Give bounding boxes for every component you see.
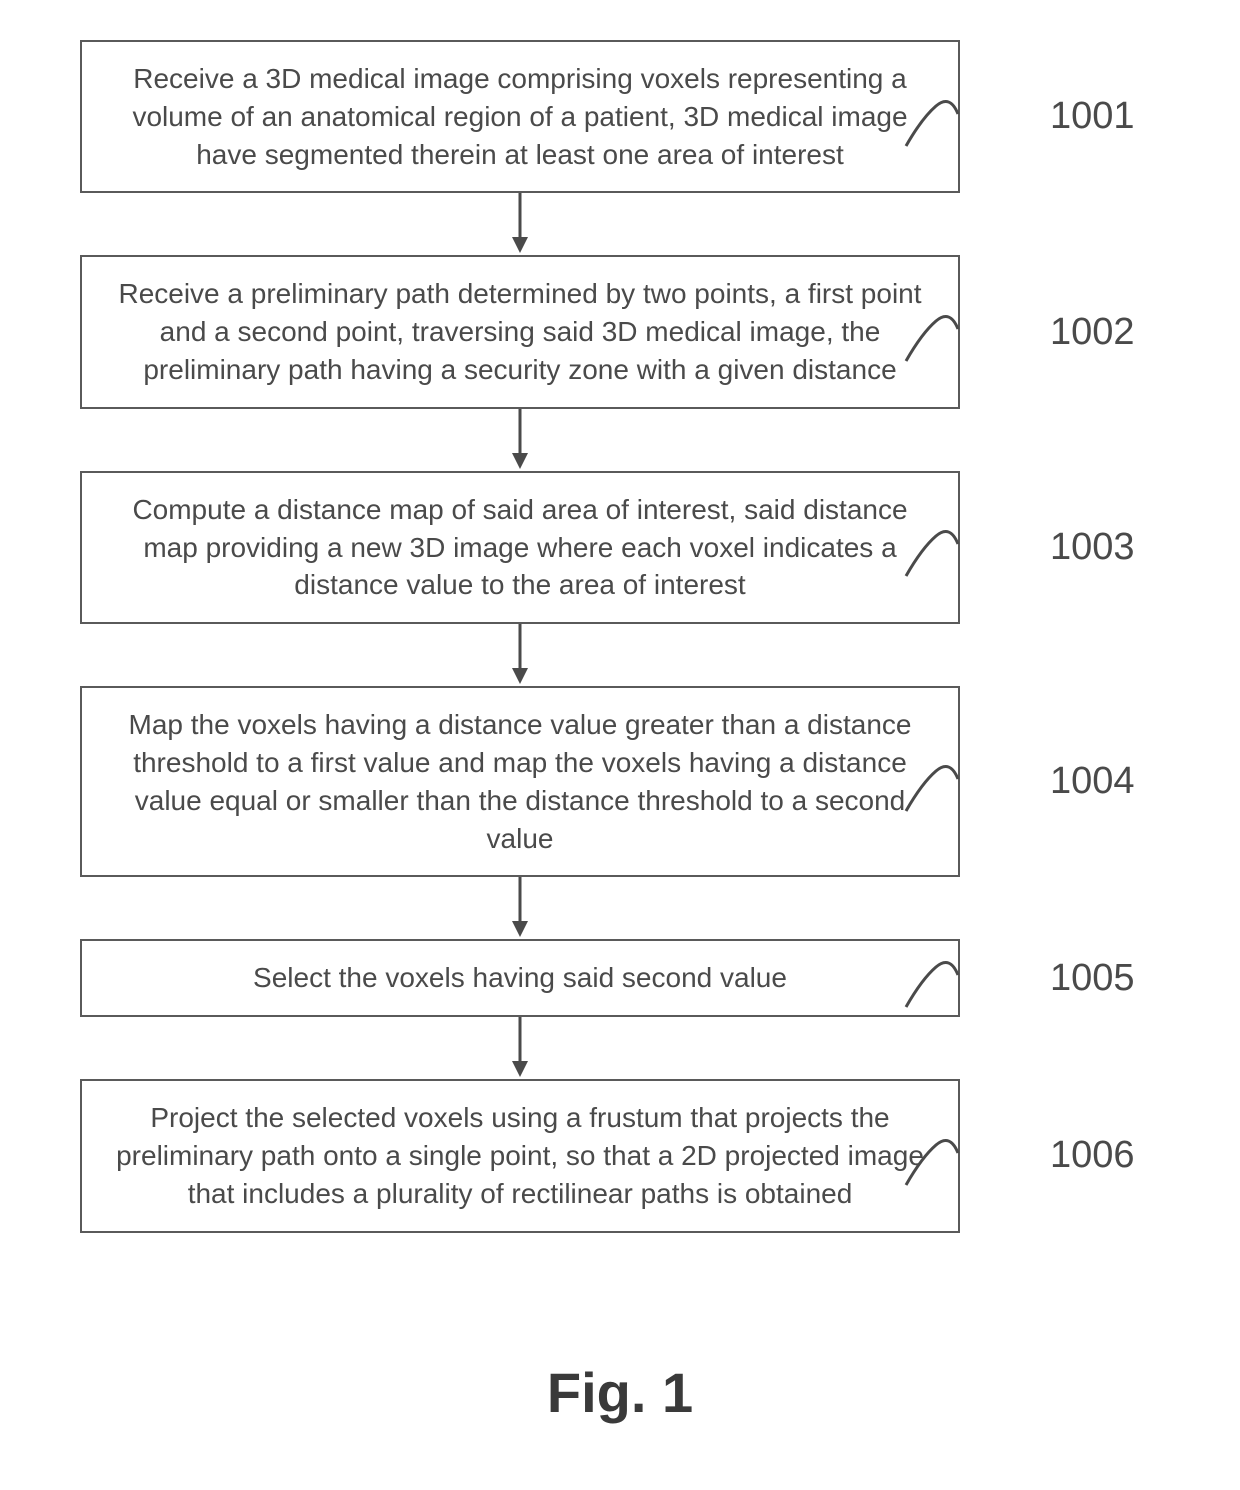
connector-curve-icon xyxy=(902,514,962,580)
step-box-1001: Receive a 3D medical image comprising vo… xyxy=(80,40,960,193)
arrow-connector xyxy=(80,877,960,939)
step-label: 1005 xyxy=(1050,957,1135,1000)
connector-curve-icon xyxy=(902,945,962,1011)
arrow-connector xyxy=(80,1017,960,1079)
arrow-connector xyxy=(80,193,960,255)
step-row: Receive a preliminary path determined by… xyxy=(80,255,1160,408)
step-row: Project the selected voxels using a frus… xyxy=(80,1079,1160,1232)
arrow-down-icon xyxy=(506,193,534,255)
connector-curve-icon xyxy=(902,299,962,365)
step-box-1006: Project the selected voxels using a frus… xyxy=(80,1079,960,1232)
connector-curve-icon xyxy=(902,749,962,815)
step-row: Select the voxels having said second val… xyxy=(80,939,1160,1017)
arrow-down-icon xyxy=(506,409,534,471)
connector-curve-icon xyxy=(902,84,962,150)
label-wrap: 1001 xyxy=(960,95,1135,138)
step-label: 1001 xyxy=(1050,95,1135,138)
arrow-connector xyxy=(80,624,960,686)
step-box-1003: Compute a distance map of said area of i… xyxy=(80,471,960,624)
step-label: 1002 xyxy=(1050,311,1135,354)
arrow-down-icon xyxy=(506,1017,534,1079)
label-wrap: 1006 xyxy=(960,1134,1135,1177)
label-wrap: 1002 xyxy=(960,311,1135,354)
step-box-1005: Select the voxels having said second val… xyxy=(80,939,960,1017)
arrow-down-icon xyxy=(506,877,534,939)
step-box-1002: Receive a preliminary path determined by… xyxy=(80,255,960,408)
step-label: 1003 xyxy=(1050,526,1135,569)
step-row: Compute a distance map of said area of i… xyxy=(80,471,1160,624)
arrow-connector xyxy=(80,409,960,471)
arrow-down-icon xyxy=(506,624,534,686)
step-label: 1004 xyxy=(1050,760,1135,803)
step-box-1004: Map the voxels having a distance value g… xyxy=(80,686,960,877)
label-wrap: 1003 xyxy=(960,526,1135,569)
step-label: 1006 xyxy=(1050,1134,1135,1177)
flowchart-container: Receive a 3D medical image comprising vo… xyxy=(80,40,1160,1233)
step-row: Map the voxels having a distance value g… xyxy=(80,686,1160,877)
figure-title: Fig. 1 xyxy=(0,1360,1240,1425)
label-wrap: 1005 xyxy=(960,957,1135,1000)
connector-curve-icon xyxy=(902,1123,962,1189)
label-wrap: 1004 xyxy=(960,760,1135,803)
step-row: Receive a 3D medical image comprising vo… xyxy=(80,40,1160,193)
